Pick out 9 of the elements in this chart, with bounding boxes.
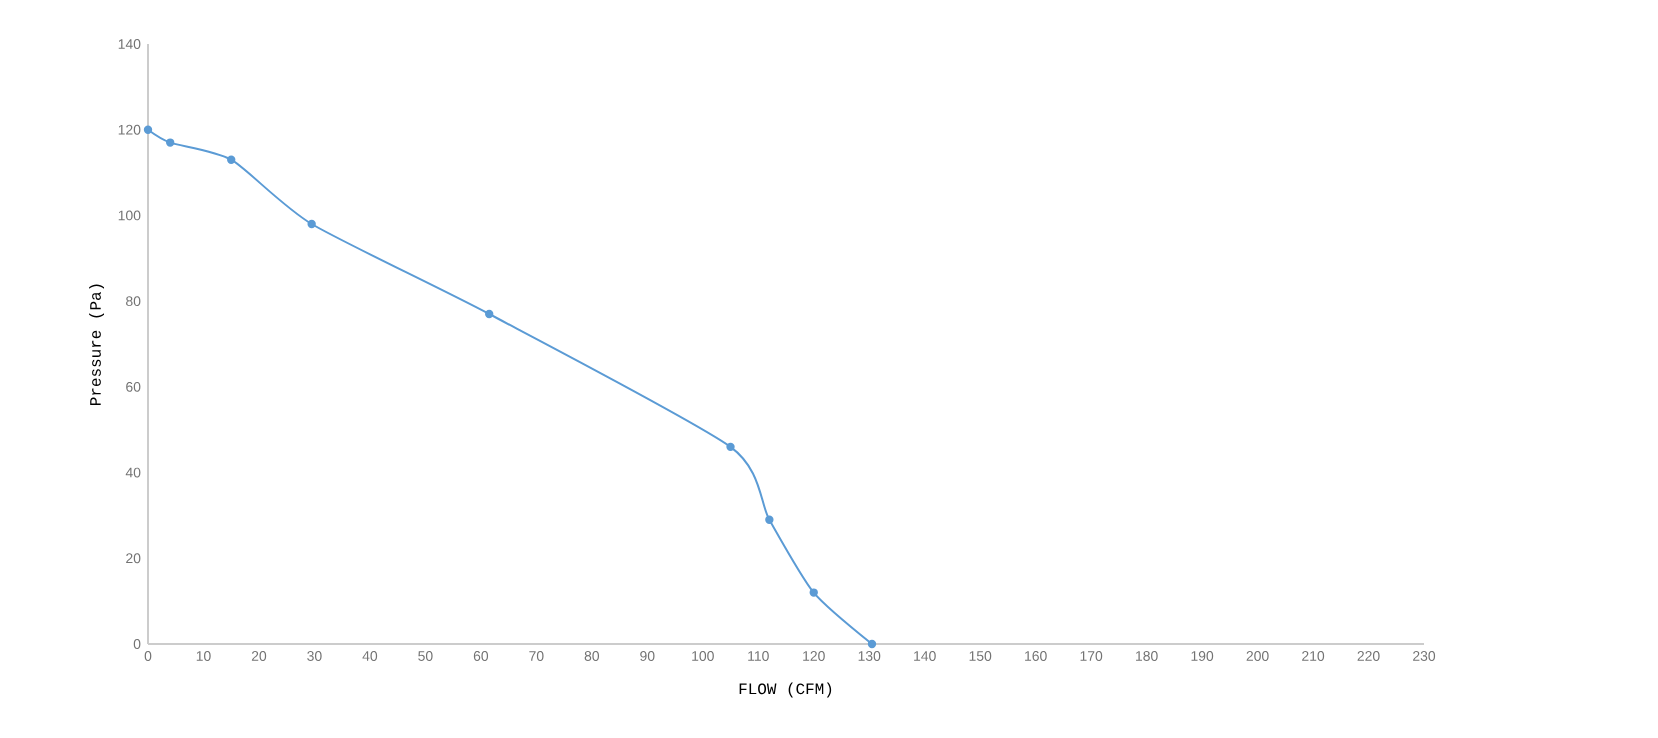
point xyxy=(726,442,735,452)
point xyxy=(765,515,774,524)
point xyxy=(307,219,316,229)
point xyxy=(227,155,236,164)
point xyxy=(485,309,494,319)
point xyxy=(143,125,153,134)
point xyxy=(166,138,175,147)
point xyxy=(809,588,818,597)
point xyxy=(867,639,877,649)
